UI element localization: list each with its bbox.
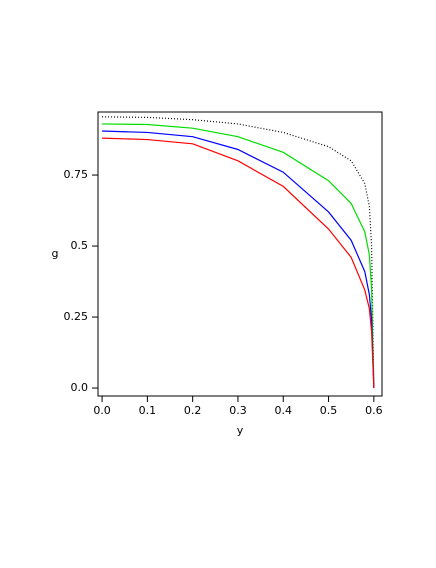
series-line: [102, 123, 375, 389]
plot-frame: [97, 111, 383, 397]
x-tick-label: 0.0: [93, 404, 111, 417]
y-tick-label: 0.75: [64, 168, 89, 181]
y-tick-label: 0.5: [71, 239, 89, 252]
y-axis-label: g: [52, 247, 59, 260]
y-tick-label: 0.25: [64, 310, 89, 323]
series-line: [102, 116, 375, 389]
x-tick-label: 0.4: [275, 404, 293, 417]
x-tick-label: 0.2: [184, 404, 202, 417]
y-tick-label: 0.0: [71, 381, 89, 394]
x-tick-label: 0.3: [229, 404, 247, 417]
x-tick-label: 0.1: [139, 404, 157, 417]
x-axis-label: y: [237, 424, 244, 437]
x-tick-label: 0.5: [320, 404, 338, 417]
x-tick-label: 0.6: [365, 404, 383, 417]
series-line: [102, 137, 375, 389]
series-line: [102, 130, 375, 389]
